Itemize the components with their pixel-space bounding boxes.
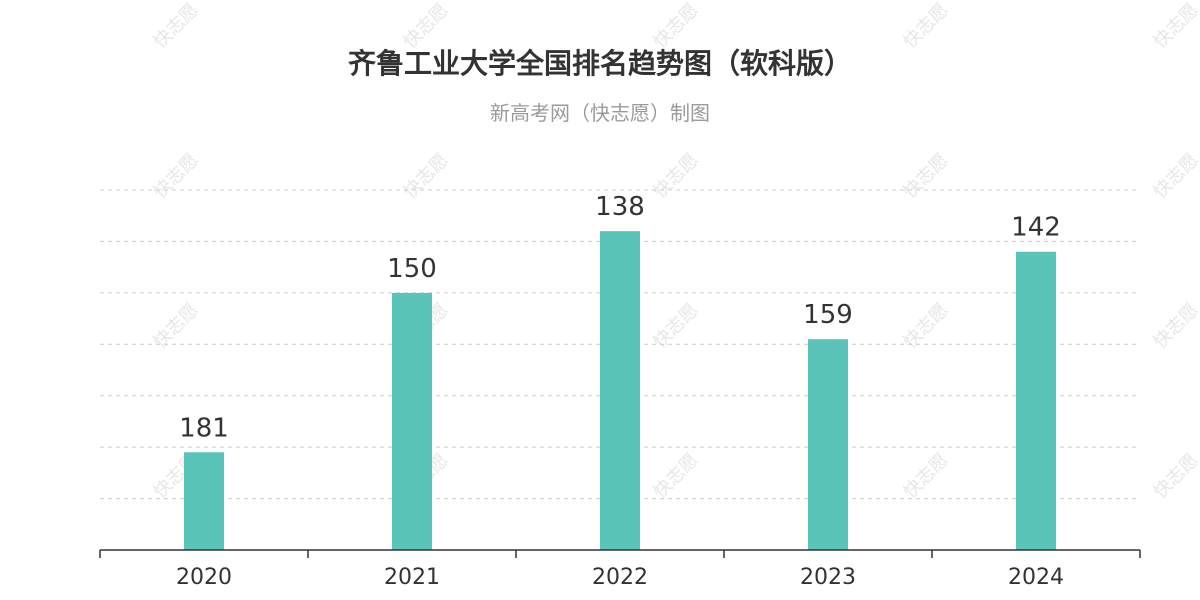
data-label-2023: 159 — [803, 300, 853, 330]
bar-series — [184, 231, 1056, 550]
watermark-text: 快志愿 — [1150, 450, 1200, 503]
watermark-text: 快志愿 — [1150, 150, 1200, 203]
chart-title: 齐鲁工业大学全国排名趋势图（软科版） — [348, 47, 852, 80]
watermark-text: 快志愿 — [900, 450, 953, 503]
x-tick-label-2024: 2024 — [1008, 565, 1064, 590]
bar-2024 — [1016, 251, 1056, 550]
bar-2020 — [184, 452, 224, 550]
data-label-2024: 142 — [1011, 213, 1061, 243]
watermark-text: 快志愿 — [400, 150, 453, 203]
watermark-text: 快志愿 — [650, 450, 703, 503]
x-axis: 2020 2021 2022 2023 2024 — [99, 549, 1141, 590]
watermark-text: 快志愿 — [1150, 300, 1200, 353]
bar-2022 — [600, 231, 640, 550]
watermark-text: 快志愿 — [1150, 0, 1200, 53]
x-tick-label-2020: 2020 — [176, 565, 232, 590]
watermark-text: 快志愿 — [650, 150, 703, 203]
x-tick-label-2021: 2021 — [384, 565, 440, 590]
bar-2021 — [392, 292, 432, 550]
data-label-2022: 138 — [595, 192, 645, 222]
data-label-2021: 150 — [387, 254, 437, 284]
data-labels: 181 150 138 159 142 — [179, 192, 1061, 443]
watermark-text: 快志愿 — [150, 150, 203, 203]
bar-2023 — [808, 339, 848, 550]
x-tick-label-2023: 2023 — [800, 565, 856, 590]
watermark-text: 快志愿 — [400, 0, 453, 53]
watermark-text: 快志愿 — [150, 0, 203, 53]
watermark-text: 快志愿 — [900, 150, 953, 203]
watermark-text: 快志愿 — [900, 0, 953, 53]
data-label-2020: 181 — [179, 413, 229, 443]
watermark-text: 快志愿 — [650, 0, 703, 53]
x-tick-label-2022: 2022 — [592, 565, 648, 590]
chart-subtitle: 新高考网（快志愿）制图 — [490, 101, 710, 125]
